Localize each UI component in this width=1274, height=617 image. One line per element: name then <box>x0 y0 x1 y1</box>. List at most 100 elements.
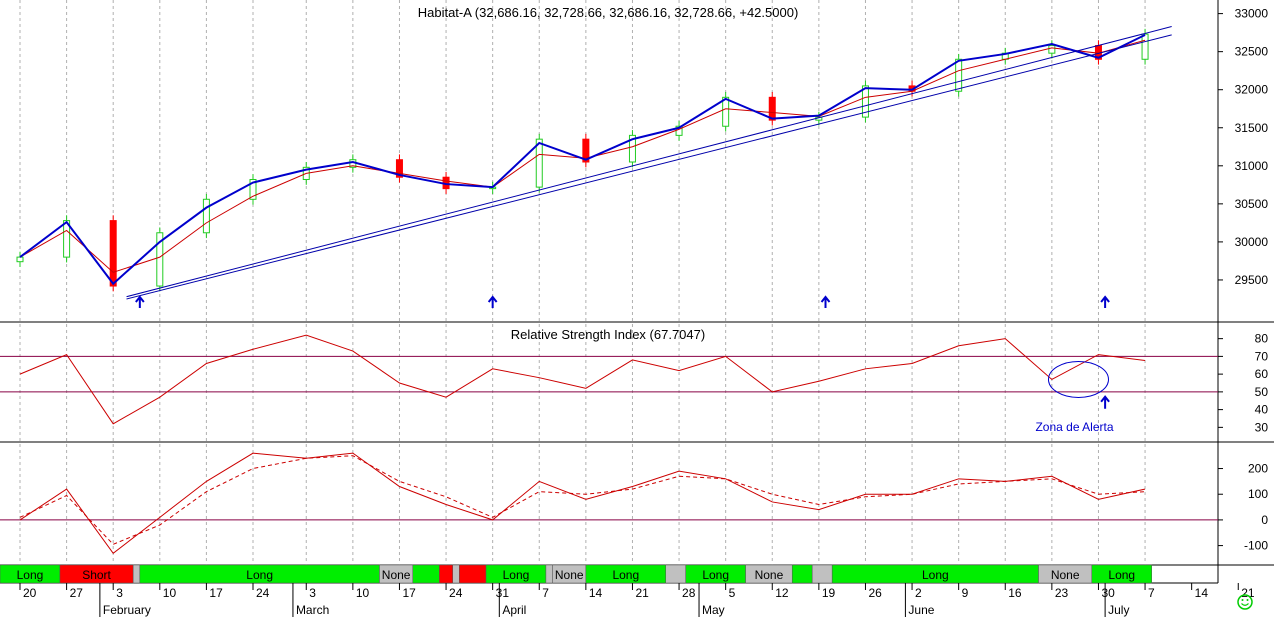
candle-body <box>955 58 963 92</box>
x-tick-label: 24 <box>256 586 270 600</box>
signal-segment <box>452 564 460 584</box>
x-tick-label: 3 <box>116 586 123 600</box>
signal-label: None <box>382 568 411 582</box>
candle-body <box>722 96 730 127</box>
signal-label: Short <box>82 568 111 582</box>
candle-body <box>202 198 210 234</box>
signal-label: None <box>755 568 784 582</box>
signal-label: None <box>555 568 584 582</box>
month-label: June <box>908 603 934 617</box>
signal-segment <box>439 564 453 584</box>
signal-segment <box>545 564 553 584</box>
y-tick-label: 30000 <box>1235 235 1269 249</box>
month-label: July <box>1108 603 1129 617</box>
y-tick-label: 100 <box>1248 487 1268 501</box>
up-arrow-icon <box>1100 395 1110 409</box>
x-tick-label: 14 <box>589 586 603 600</box>
x-tick-label: 17 <box>209 586 223 600</box>
y-tick-label: 70 <box>1255 349 1269 363</box>
signal-label: Long <box>612 568 639 582</box>
x-tick-label: 26 <box>868 586 882 600</box>
y-tick-label: 50 <box>1255 385 1269 399</box>
y-tick-label: 29500 <box>1235 273 1269 287</box>
x-tick-label: 27 <box>70 586 84 600</box>
x-tick-label: 21 <box>1241 586 1255 600</box>
oscillator-signal-line <box>19 455 1146 545</box>
x-tick-label: 3 <box>309 586 316 600</box>
candle-body <box>395 159 403 178</box>
candle-body <box>156 232 164 287</box>
y-tick-label: 30500 <box>1235 197 1269 211</box>
candle-body <box>16 256 24 263</box>
candle-body <box>768 96 776 121</box>
up-arrow-icon <box>820 295 831 308</box>
signal-segment <box>791 564 813 584</box>
y-tick-label: 31000 <box>1235 159 1269 173</box>
signal-label: Long <box>1108 568 1135 582</box>
x-tick-label: 19 <box>822 586 836 600</box>
signal-bar: Long Short Long None Long None Long Long None Lon… <box>0 564 1152 584</box>
trendline <box>126 34 1172 300</box>
y-tick-label: 32000 <box>1235 83 1269 97</box>
x-tick-label: 31 <box>496 586 510 600</box>
oscillator-line <box>19 452 1146 555</box>
y-tick-label: 0 <box>1261 513 1268 527</box>
candle-body <box>249 179 257 200</box>
y-tick-label: 31500 <box>1235 121 1269 135</box>
y-tick-label: 40 <box>1255 403 1269 417</box>
slow-ma-line <box>19 39 1146 273</box>
signal-label: Long <box>922 568 949 582</box>
signal-segment <box>132 564 141 584</box>
x-tick-label: 2 <box>915 586 922 600</box>
y-tick-label: 200 <box>1248 462 1268 476</box>
x-tick-label: 30 <box>1101 586 1115 600</box>
up-arrow-icon <box>1100 295 1110 308</box>
x-axis: 20 27 3 10 17 24 3 10 17 24 31 7 14 21 28 5 12 19 26 2 9 16 23… <box>19 583 1255 617</box>
signal-label: Long <box>503 568 530 582</box>
x-tick-label: 14 <box>1195 586 1209 600</box>
x-tick-label: 7 <box>1148 586 1155 600</box>
x-tick-label: 20 <box>23 586 37 600</box>
x-tick-label: 12 <box>775 586 789 600</box>
x-tick-label: 16 <box>1008 586 1022 600</box>
candle-body <box>109 220 117 287</box>
signal-segment <box>459 564 487 584</box>
candle-body <box>628 134 636 163</box>
x-tick-label: 21 <box>635 586 649 600</box>
candle-body <box>535 138 543 188</box>
rsi-panel: Relative Strength Index (67.7047) Zona d… <box>0 327 1218 434</box>
candle-body <box>861 85 869 118</box>
up-arrow-icon <box>135 295 145 308</box>
candle-body <box>1048 45 1056 54</box>
y-tick-label: 30 <box>1255 420 1269 434</box>
trendline <box>126 26 1172 298</box>
x-tick-label: 5 <box>729 586 736 600</box>
month-label: April <box>502 603 526 617</box>
price-panel: Habitat-A (32,686.16, 32,728.66, 32,686.… <box>16 5 1172 308</box>
x-tick-label: 28 <box>682 586 696 600</box>
price-chart-title: Habitat-A (32,686.16, 32,728.66, 32,686.… <box>418 5 799 20</box>
month-label: March <box>296 603 329 617</box>
x-tick-label: 9 <box>962 586 969 600</box>
signal-segment <box>811 564 833 584</box>
y-tick-label: 60 <box>1255 367 1269 381</box>
candle-body <box>1141 33 1149 60</box>
x-tick-label: 24 <box>449 586 463 600</box>
y-tick-label: -100 <box>1244 539 1268 553</box>
month-label: May <box>702 603 725 617</box>
y-axes: 2950030000305003100031500320003250033000… <box>1218 7 1268 553</box>
rsi-title: Relative Strength Index (67.7047) <box>511 327 705 342</box>
alert-zone-ellipse <box>1047 360 1109 398</box>
signal-segment <box>1091 564 1152 584</box>
oscillator-panel <box>0 452 1218 555</box>
x-tick-label: 17 <box>402 586 416 600</box>
month-label: February <box>103 603 151 617</box>
x-tick-label: 23 <box>1055 586 1069 600</box>
signal-label: None <box>1051 568 1080 582</box>
signal-segment <box>665 564 686 584</box>
candle-body <box>63 220 71 258</box>
y-tick-label: 32500 <box>1235 45 1269 59</box>
alert-zone-label: Zona de Alerta <box>1035 420 1113 434</box>
fast-ma-line <box>19 34 1146 286</box>
